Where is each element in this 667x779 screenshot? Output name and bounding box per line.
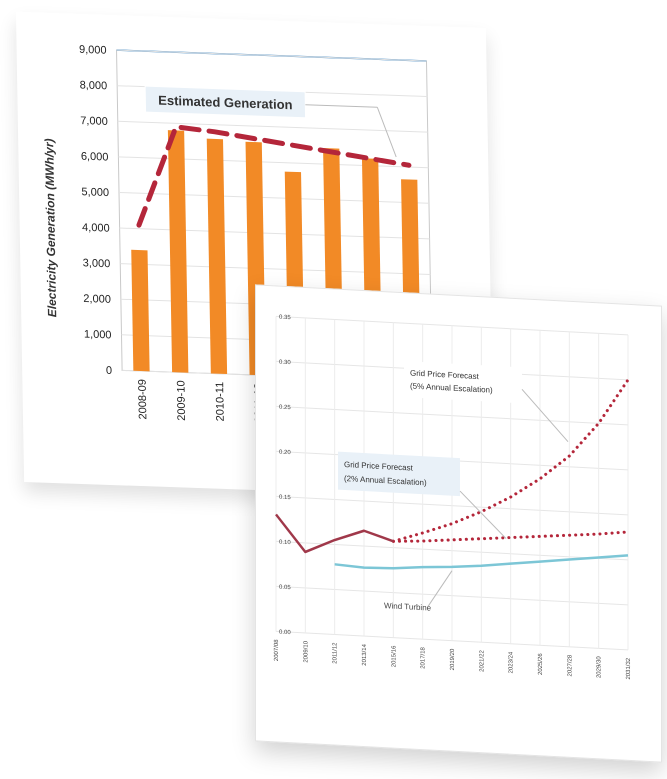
bar xyxy=(131,249,150,372)
x-tick-label: 2019/20 xyxy=(450,648,456,671)
annotation-5pct-subtitle: (5% Annual Escalation) xyxy=(410,381,493,394)
y-axis-label: Electricity Generation (MWh/yr) xyxy=(42,138,59,317)
x-tick-label: 2011/12 xyxy=(333,642,339,664)
y-tick-label: 2,000 xyxy=(83,293,111,306)
x-tick-label: 2017/18 xyxy=(421,646,427,669)
x-tick-label: 2010-11 xyxy=(214,382,227,422)
annotation-leader xyxy=(427,570,453,607)
x-tick-label: 2009-10 xyxy=(175,380,188,421)
bar xyxy=(206,138,228,375)
x-tick-label: 2027/28 xyxy=(567,654,573,677)
annotation-leader xyxy=(376,107,397,158)
annotation-leader xyxy=(305,104,378,108)
x-tick-label: 2025/26 xyxy=(538,653,544,676)
x-tick-label: 2031/32 xyxy=(626,657,632,680)
x-tick-label: 2013/14 xyxy=(362,643,368,666)
y-tick-label: 9,000 xyxy=(79,44,107,57)
y-tick-label: 0.05 xyxy=(279,585,291,592)
y-tick-label: 5,000 xyxy=(81,186,109,199)
annotation-5pct-title: Grid Price Forecast xyxy=(410,368,480,381)
y-tick-label: 0.00 xyxy=(279,630,291,637)
x-tick-label: 2015/16 xyxy=(391,645,397,668)
y-tick-label: 6,000 xyxy=(81,151,109,164)
annotation-wind-turbine: Wind Turbine xyxy=(384,601,432,612)
annotation-2pct-title: Grid Price Forecast xyxy=(344,460,414,473)
series-line xyxy=(391,530,630,543)
y-tick-label: 0.15 xyxy=(279,495,291,502)
series-line xyxy=(391,378,630,543)
price-forecast-line-chart: 0.35 0.30 0.25 0.20 0.15 0.10 0.05 0.00 2007/08 2… xyxy=(274,315,632,680)
annotation-leader xyxy=(459,490,507,539)
y-tick-label: 8,000 xyxy=(80,79,108,92)
x-tick-label: 2007/08 xyxy=(274,639,280,662)
estimated-generation-line xyxy=(136,124,412,228)
y-tick-label: 1,000 xyxy=(84,328,112,341)
annotation-estimated-generation: Estimated Generation xyxy=(158,93,293,113)
y-tick-label: 0.35 xyxy=(279,315,291,322)
annotation-2pct-subtitle: (2% Annual Escalation) xyxy=(344,474,427,487)
y-tick-label: 7,000 xyxy=(80,115,108,128)
x-tick-label: 2009/10 xyxy=(303,640,309,663)
y-tick-label: 0.30 xyxy=(279,360,291,367)
annotation-box xyxy=(404,361,522,404)
y-tick-label: 0 xyxy=(106,365,112,377)
y-tick-label: 3,000 xyxy=(83,257,111,270)
x-tick-label: 2023/24 xyxy=(509,651,515,674)
y-tick-label: 4,000 xyxy=(82,222,110,235)
y-tick-label: 0.25 xyxy=(279,405,291,412)
y-tick-label: 0.20 xyxy=(279,450,291,457)
price-forecast-chart-card: 0.35 0.30 0.25 0.20 0.15 0.10 0.05 0.00 2007/08 2… xyxy=(255,284,662,763)
bar xyxy=(167,130,189,373)
gridline xyxy=(116,49,427,62)
series-line xyxy=(334,554,629,570)
x-tick-label: 2021/22 xyxy=(479,649,485,672)
y-tick-label: 0.10 xyxy=(279,540,291,547)
annotation-box xyxy=(338,451,460,497)
x-tick-label: 2008-09 xyxy=(137,379,150,420)
gridline xyxy=(117,120,428,133)
annotation-leader xyxy=(521,389,569,443)
series-line xyxy=(275,513,394,554)
x-tick-label: 2029/30 xyxy=(597,656,603,679)
